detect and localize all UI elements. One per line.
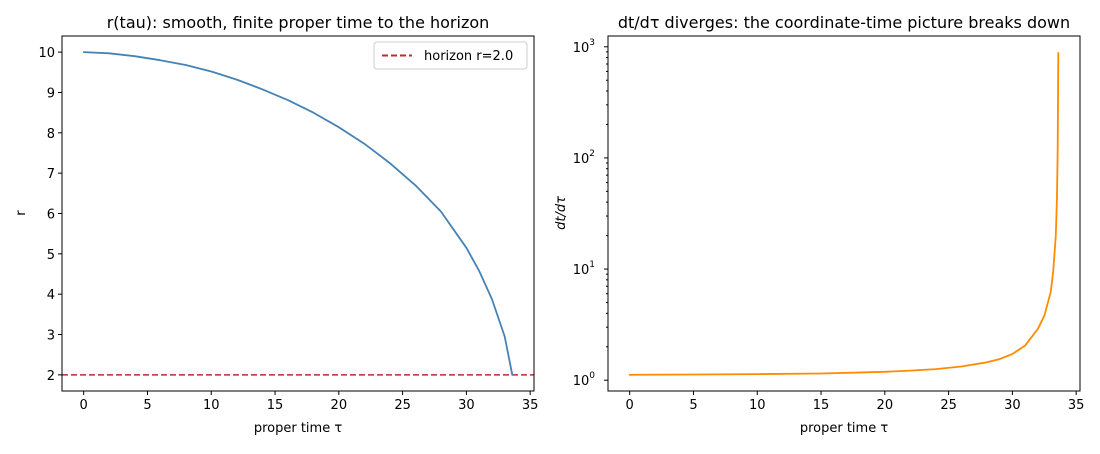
right-axes-frame bbox=[607, 35, 1081, 392]
right-y-tick-label: 100 bbox=[573, 371, 596, 389]
left-x-axis-label: proper time τ bbox=[254, 421, 342, 436]
left-x-tick-label: 10 bbox=[203, 398, 220, 413]
left-y-tick-label: 10 bbox=[38, 46, 55, 61]
left-y-tick-label: 8 bbox=[47, 127, 55, 142]
right-x-tick-label: 15 bbox=[813, 398, 830, 413]
legend-horizon-label: horizon r=2.0 bbox=[424, 49, 513, 64]
left-x-tick-label: 5 bbox=[143, 398, 151, 413]
right-x-tick-label: 30 bbox=[1004, 398, 1021, 413]
left-y-tick-label: 5 bbox=[47, 248, 55, 263]
right-chart-title: dt/dτ diverges: the coordinate-time pict… bbox=[618, 13, 1070, 32]
left-chart-title: r(tau): smooth, finite proper time to th… bbox=[107, 13, 490, 32]
left-y-tick-label: 6 bbox=[47, 208, 55, 223]
right-x-tick-label: 35 bbox=[1068, 398, 1085, 413]
right-series-line bbox=[628, 52, 1060, 376]
left-x-tick-label: 0 bbox=[80, 398, 88, 413]
left-x-tick-label: 15 bbox=[267, 398, 284, 413]
left-x-tick-label: 25 bbox=[394, 398, 411, 413]
right-x-tick-label: 25 bbox=[940, 398, 957, 413]
left-y-tick-label: 2 bbox=[47, 369, 55, 384]
right-y-axis-label: dt/dτ bbox=[554, 196, 569, 230]
right-y-tick-label: 103 bbox=[573, 38, 595, 56]
left-series-line bbox=[82, 51, 514, 376]
left-y-tick-label: 4 bbox=[47, 288, 55, 303]
left-x-tick-label: 30 bbox=[458, 398, 475, 413]
left-axes-frame bbox=[61, 35, 535, 392]
right-plot-area: 0 5 10 15 20 25 30 35 100 101 102 103 bbox=[573, 38, 1085, 413]
left-y-tick-label: 3 bbox=[47, 329, 55, 344]
left-x-tick-label: 35 bbox=[522, 398, 539, 413]
right-x-tick-label: 5 bbox=[689, 398, 697, 413]
left-y-tick-label: 7 bbox=[47, 167, 55, 182]
left-plot-area: 0 5 10 15 20 25 30 35 2 3 4 5 6 7 8 9 10 bbox=[38, 46, 538, 413]
right-y-tick-label: 101 bbox=[573, 260, 595, 278]
legend-box bbox=[373, 41, 528, 70]
left-y-axis-label: r bbox=[14, 210, 29, 216]
right-x-tick-label: 10 bbox=[749, 398, 766, 413]
left-x-tick-label: 20 bbox=[331, 398, 348, 413]
right-x-tick-label: 20 bbox=[877, 398, 894, 413]
right-y-tick-label: 102 bbox=[573, 149, 595, 167]
right-x-tick-label: 0 bbox=[626, 398, 634, 413]
right-x-axis-label: proper time τ bbox=[800, 421, 888, 436]
right-chart-panel: dt/dτ diverges: the coordinate-time pict… bbox=[554, 13, 1084, 436]
left-legend: horizon r=2.0 bbox=[373, 41, 528, 70]
left-y-tick-label: 9 bbox=[47, 86, 55, 101]
left-chart-panel: r(tau): smooth, finite proper time to th… bbox=[14, 13, 538, 436]
